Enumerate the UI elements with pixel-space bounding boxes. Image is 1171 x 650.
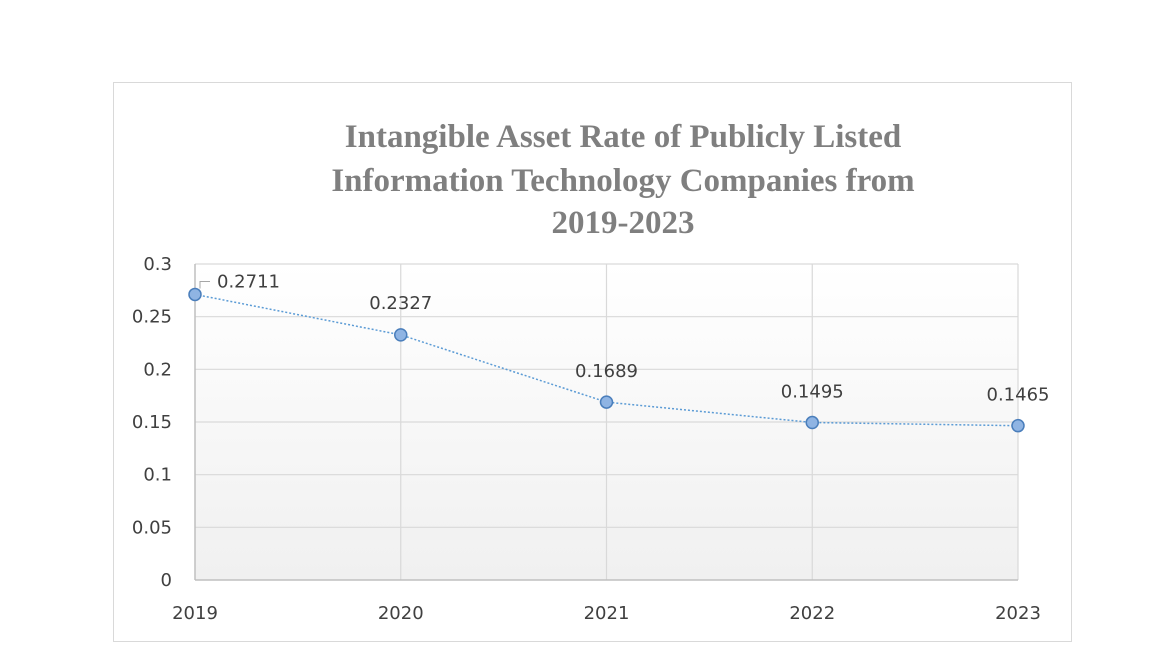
data-point-marker [805,415,819,430]
data-point-marker [599,395,614,409]
x-axis-ticks: 2019 2020 2021 2022 2023 [172,603,1041,624]
y-tick-label: 0.15 [132,412,172,433]
x-tick-label: 2022 [789,603,835,624]
data-label: 0.2711 [217,271,280,292]
data-point-marker [1011,418,1025,433]
x-tick-label: 2020 [378,603,424,624]
data-label: 0.1465 [987,385,1050,406]
y-tick-label: 0.3 [143,254,172,275]
data-labels: 0.2711 0.2327 0.1689 0.1495 0.1465 [199,271,1050,406]
x-tick-label: 2019 [172,603,218,624]
series-line-group [188,287,1025,433]
y-tick-label: 0 [161,570,172,591]
data-label: 0.1689 [575,361,638,382]
data-point-marker [394,328,408,342]
y-tick-label: 0.25 [132,307,172,328]
data-label-leader-line [199,280,210,289]
y-tick-label: 0.05 [132,517,172,538]
series-line [194,293,1019,427]
gridlines [195,263,1019,580]
data-label: 0.2327 [369,293,432,314]
data-label: 0.1495 [781,382,844,403]
x-tick-label: 2023 [995,603,1041,624]
data-point-marker [188,287,202,302]
y-tick-label: 0.2 [143,359,172,380]
chart-title-line-1: Intangible Asset Rate of Publicly Listed [345,119,901,155]
x-tick-label: 2021 [584,603,630,624]
axes [194,264,1018,581]
y-axis-ticks: 0 0.05 0.1 0.15 0.2 0.25 0.3 [132,254,172,591]
y-tick-label: 0.1 [143,465,172,486]
chart-title-line-2: Information Technology Companies from [331,163,914,199]
chart-title-line-3: 2019-2023 [552,205,695,241]
chart-title: Intangible Asset Rate of Publicly Listed… [331,119,914,241]
